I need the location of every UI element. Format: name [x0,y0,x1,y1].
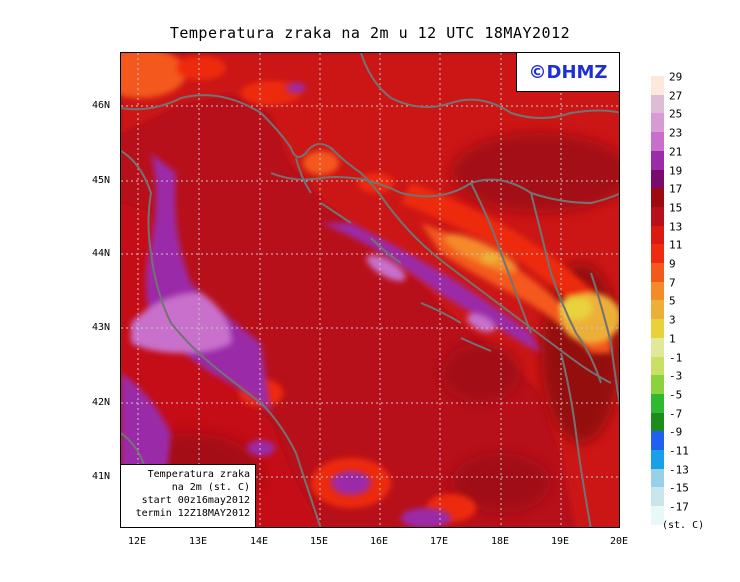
colorbar-label: 19 [669,164,683,177]
lon-label-13e: 13E [188,536,208,547]
lat-label-45n: 45N [92,175,111,186]
colorbar-label: -17 [669,500,689,514]
colorbar-label: 15 [669,201,683,215]
colorbar-label: -15 [669,481,689,495]
map-title: Temperatura zraka na 2m u 12 UTC 18MAY20… [169,24,571,42]
colorbar-swatch [651,76,664,96]
colorbar-label: 17 [669,182,683,196]
colorbar-label: 21 [669,145,683,159]
colorbar-label: 7 [669,276,676,290]
colorbar-swatch [651,393,664,414]
colorbar-label: 3 [669,313,676,327]
colorbar-swatch [651,300,664,320]
lon-label-12e: 12E [127,536,147,547]
colorbar-swatch [651,281,664,301]
colorbar-swatch [651,450,664,470]
colorbar-label: 23 [669,126,683,140]
lat-label-41n: 41N [92,471,111,482]
colorbar-swatch [651,468,664,488]
colorbar-swatch [651,113,664,133]
colorbar-swatch [651,263,664,283]
lon-label-15e: 15E [309,536,329,547]
map-canvas [121,53,619,527]
colorbar-swatch [651,375,664,395]
lon-label-14e: 14E [249,536,269,547]
colorbar-label: 29 [669,70,683,84]
info-line-3: start 00z16may2012 [141,495,250,506]
lat-label-43n: 43N [92,322,111,333]
coastlines [121,53,619,527]
info-line-1: Temperatura zraka [147,469,250,480]
colorbar-swatch [651,487,664,507]
colorbar-swatch [651,356,664,376]
colorbar-label: 11 [669,238,683,252]
colorbar-swatch [651,150,664,170]
colorbar-label: 9 [669,257,676,271]
colorbar-swatch [651,337,664,357]
lat-label-44n: 44N [92,248,111,259]
info-line-4: termin 12Z18MAY2012 [135,508,250,519]
colorbar-label: -3 [669,369,683,383]
lon-label-19e: 19E [550,536,570,547]
lon-label-16e: 16E [369,536,389,547]
colorbar-label: 27 [669,89,683,103]
colorbar-label: -9 [669,425,683,439]
colorbar-label: -11 [669,444,689,458]
lon-label-18e: 18E [490,536,510,547]
colorbar-swatch [651,319,664,339]
colorbar-label: -5 [669,388,683,402]
colorbar-label: -7 [669,407,683,421]
lat-label-46n: 46N [92,100,111,111]
lat-label-42n: 42N [92,397,111,408]
colorbar-label: 1 [669,332,676,346]
colorbar-label: -13 [669,463,689,477]
lon-label-17e: 17E [429,536,449,547]
colorbar-label: -1 [669,351,683,364]
colorbar-swatch [651,94,664,114]
colorbar-swatch [651,506,664,526]
dhmz-logo: ©DHMZ [516,52,620,92]
colorbar-label: 5 [669,294,676,308]
info-line-2: na 2m (st. C) [171,482,250,493]
temperature-map [120,52,620,528]
colorbar-label: 13 [669,220,683,234]
colorbar-swatch [651,188,664,208]
colorbar-swatch [651,244,664,264]
colorbar-label: 25 [669,107,683,121]
colorbar-swatch [651,132,664,152]
info-box: Temperatura zraka na 2m (st. C) start 00… [120,464,256,528]
colorbar-unit: (st. C) [662,520,705,531]
colorbar-swatch [651,206,664,227]
colorbar-swatch [651,412,664,432]
lon-label-20e: 20E [609,536,629,547]
colorbar-swatch [651,169,664,189]
colorbar-swatch [651,431,664,451]
colorbar-swatch [651,225,664,245]
